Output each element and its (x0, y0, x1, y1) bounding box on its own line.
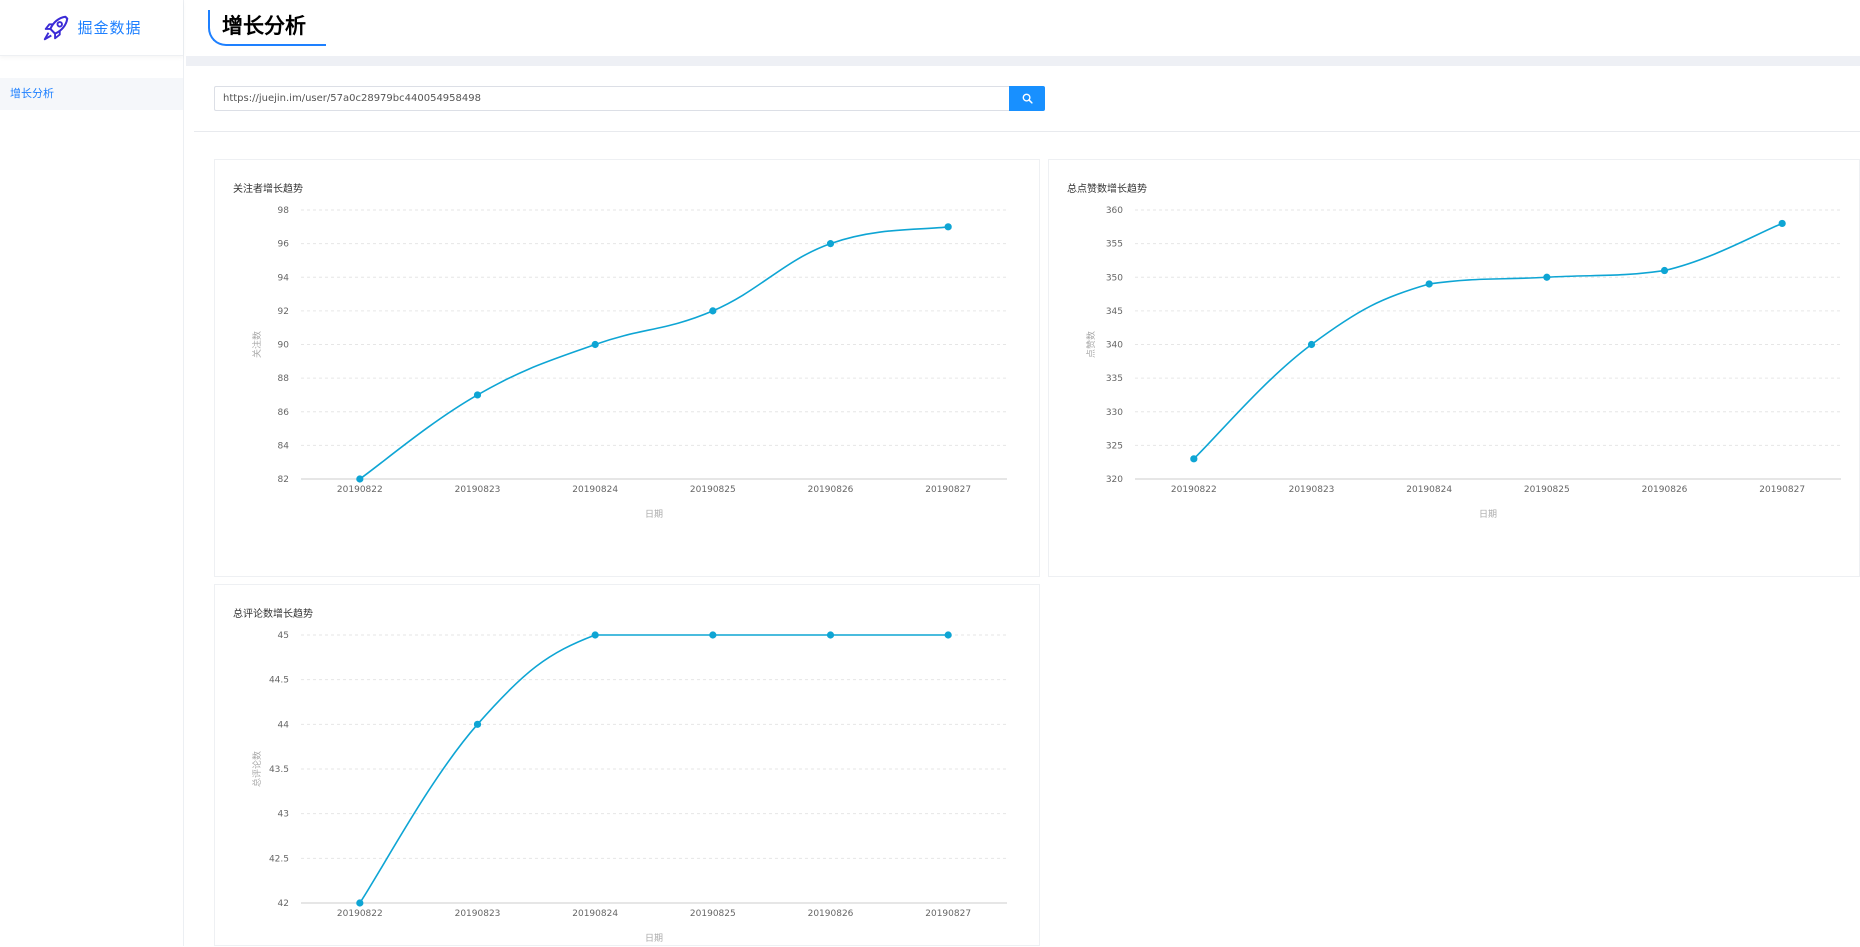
y-tick-label: 44.5 (269, 676, 289, 686)
data-point (1543, 273, 1551, 281)
data-point (591, 631, 599, 639)
x-tick-label: 20190822 (337, 909, 383, 919)
y-tick-label: 43.5 (269, 765, 289, 775)
y-tick-label: 92 (278, 307, 289, 317)
search-bar (194, 66, 1860, 132)
y-tick-label: 42 (278, 899, 289, 909)
x-tick-label: 20190825 (1524, 485, 1570, 495)
x-tick-label: 20190823 (455, 909, 501, 919)
header: 增长分析 (186, 0, 1860, 56)
y-tick-label: 45 (278, 631, 289, 641)
x-tick-label: 20190823 (455, 485, 501, 495)
y-axis-label: 点赞数 (1085, 331, 1097, 358)
x-axis-label: 日期 (645, 509, 663, 520)
y-tick-label: 42.5 (269, 854, 289, 864)
sidebar-item-growth-analysis[interactable]: 增长分析 (0, 78, 183, 110)
y-tick-label: 345 (1106, 307, 1123, 317)
sidebar: 掘金数据 增长分析 (0, 0, 184, 946)
y-tick-label: 90 (278, 341, 290, 351)
search-input[interactable] (214, 86, 1010, 111)
y-tick-label: 335 (1106, 374, 1123, 384)
y-tick-label: 84 (278, 441, 290, 451)
x-tick-label: 20190827 (925, 485, 971, 495)
x-tick-label: 20190826 (1642, 485, 1688, 495)
data-point (944, 223, 952, 231)
data-point (356, 899, 364, 907)
x-axis-label: 日期 (645, 933, 663, 944)
data-point (709, 631, 717, 639)
x-tick-label: 20190824 (572, 485, 618, 495)
followers-chart-card: 关注者增长趋势 82 84 86 88 90 92 94 96 98 20190822 201908… (214, 159, 1040, 577)
y-tick-label: 88 (278, 374, 290, 384)
y-tick-label: 360 (1106, 206, 1123, 216)
x-tick-label: 20190822 (337, 485, 383, 495)
x-tick-label: 20190826 (808, 485, 854, 495)
y-tick-label: 325 (1106, 441, 1123, 451)
x-axis-label: 日期 (1479, 509, 1497, 520)
search-icon (1022, 93, 1033, 104)
series-line (1193, 222, 1783, 460)
chart-title: 总点赞数增长趋势 (1067, 184, 1147, 195)
data-point (473, 720, 482, 728)
y-tick-label: 43 (278, 810, 289, 820)
series-line (359, 226, 949, 480)
header-divider (186, 56, 1860, 66)
data-point (709, 307, 717, 315)
y-tick-label: 94 (278, 273, 290, 283)
y-tick-label: 96 (278, 240, 290, 250)
data-point (1425, 280, 1433, 288)
data-point (1660, 266, 1669, 275)
x-tick-label: 20190824 (1406, 485, 1452, 495)
y-axis-label: 总评论数 (251, 751, 263, 787)
chart-title: 关注者增长趋势 (233, 184, 303, 195)
search-button[interactable] (1009, 86, 1045, 111)
page-title: 增长分析 (208, 10, 326, 46)
data-point (944, 631, 952, 639)
data-point (356, 475, 364, 483)
y-tick-label: 350 (1106, 273, 1123, 283)
likes-chart-card: 总点赞数增长趋势 320 325 330 335 340 345 350 355 360 2019… (1048, 159, 1860, 577)
comments-chart-card: 总评论数增长趋势 42 42.5 43 43.5 44 44.5 45 20190822 201… (214, 584, 1040, 946)
rocket-icon (44, 15, 69, 40)
data-point (473, 391, 482, 399)
x-tick-label: 20190822 (1171, 485, 1217, 495)
x-tick-label: 20190827 (925, 909, 971, 919)
logo[interactable]: 掘金数据 (0, 0, 183, 56)
y-tick-label: 98 (278, 206, 290, 216)
x-tick-label: 20190823 (1289, 485, 1335, 495)
x-tick-label: 20190824 (572, 909, 618, 919)
chart-title: 总评论数增长趋势 (233, 609, 313, 620)
data-point (826, 631, 835, 639)
x-tick-label: 20190827 (1759, 485, 1805, 495)
data-point (591, 340, 599, 349)
y-tick-label: 86 (278, 408, 290, 418)
data-point (1778, 219, 1786, 228)
data-point (1307, 340, 1316, 349)
logo-text: 掘金数据 (77, 19, 142, 37)
y-tick-label: 320 (1106, 475, 1123, 485)
y-tick-label: 340 (1106, 341, 1123, 351)
y-tick-label: 82 (278, 475, 289, 485)
x-tick-label: 20190825 (690, 485, 736, 495)
y-tick-label: 44 (278, 720, 290, 730)
sidebar-menu: 增长分析 (0, 78, 183, 110)
y-tick-label: 355 (1106, 240, 1123, 250)
followers-line-chart: 82 84 86 88 90 92 94 96 98 20190822 20190823 201908… (251, 206, 1007, 520)
x-tick-label: 20190826 (808, 909, 854, 919)
data-point (826, 240, 835, 248)
x-tick-label: 20190825 (690, 909, 736, 919)
data-point (1190, 455, 1198, 463)
likes-line-chart: 320 325 330 335 340 345 350 355 360 20190822 20190… (1085, 206, 1841, 520)
comments-line-chart: 42 42.5 43 43.5 44 44.5 45 20190822 20190823 2019… (251, 631, 1007, 944)
y-tick-label: 330 (1106, 408, 1123, 418)
y-axis-label: 关注数 (251, 331, 263, 358)
